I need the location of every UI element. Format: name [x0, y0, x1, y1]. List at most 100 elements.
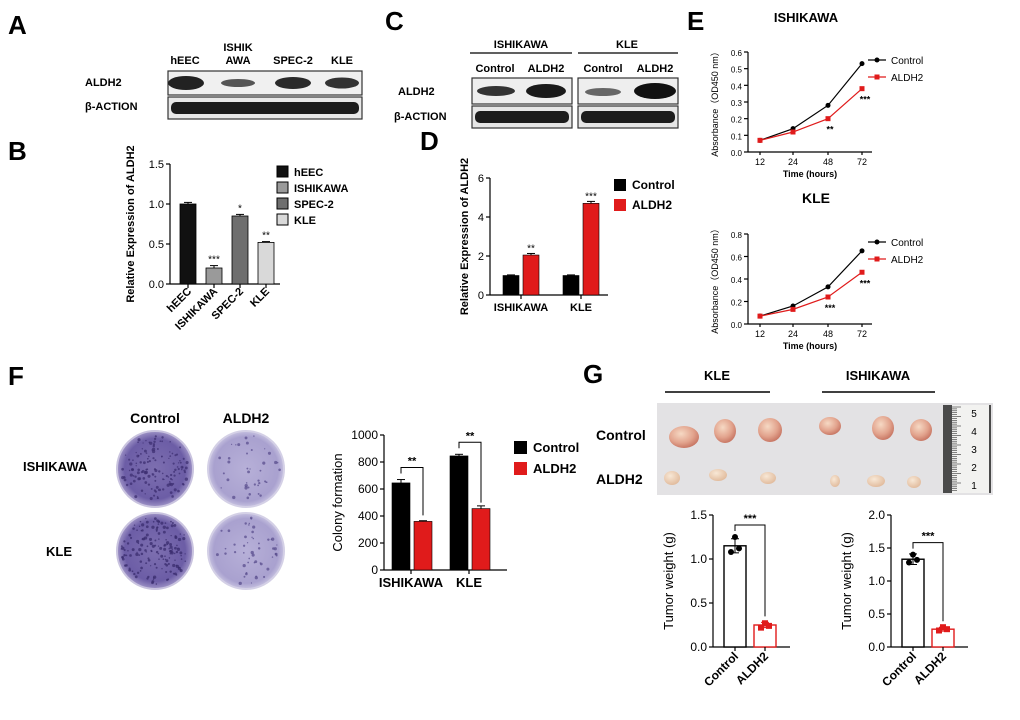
data-point [766, 622, 772, 629]
colony [145, 525, 149, 529]
colony [154, 539, 157, 542]
y-tick-label: 0.3 [731, 99, 743, 108]
colony [139, 570, 142, 572]
tumor [709, 469, 727, 481]
significance-bracket [458, 441, 482, 503]
colony [157, 489, 160, 491]
x-tick-label: 12 [755, 329, 765, 339]
x-tick-label: 24 [788, 157, 798, 167]
colony [172, 462, 175, 465]
colony [177, 489, 180, 493]
colony [252, 537, 255, 540]
colony [146, 545, 149, 548]
row-label-c-beta-action: β-ACTION [394, 111, 447, 123]
colony [262, 461, 266, 465]
colony-plate-ishikawa-aldh2 [207, 430, 285, 508]
colony [153, 437, 157, 441]
colony [147, 575, 150, 579]
colony [244, 522, 247, 525]
colony [166, 541, 170, 545]
colony [179, 569, 183, 573]
colony [257, 479, 260, 482]
colony [171, 452, 174, 455]
colony [180, 554, 182, 557]
band [526, 84, 566, 98]
chart-b: 0.0 0.5 1.0 1.5 Relative Expression of ALDH2… [125, 145, 280, 333]
colony [179, 459, 181, 462]
data-point [825, 294, 831, 300]
data-point [825, 116, 831, 122]
significance-label: *** [208, 255, 220, 266]
band [275, 77, 311, 89]
colony [237, 443, 241, 447]
colony [155, 485, 159, 489]
bar [471, 508, 491, 571]
colony-plate-kle-aldh2 [207, 512, 285, 590]
colony [162, 478, 165, 481]
colony [135, 552, 139, 557]
colony [273, 547, 277, 551]
bar [413, 521, 433, 571]
colony [121, 467, 124, 471]
y-tick-label: 1.0 [868, 574, 885, 588]
colony [168, 557, 171, 559]
colony [179, 551, 183, 555]
y-tick-label: 2 [478, 251, 484, 263]
colony [243, 575, 246, 578]
legend-marker-aldh2 [874, 74, 880, 80]
bar [205, 267, 223, 285]
colony [170, 534, 172, 537]
bar [723, 545, 747, 648]
colony [137, 468, 141, 472]
colony [133, 572, 136, 576]
colony [140, 552, 144, 556]
row-label-c-aldh2: ALDH2 [398, 86, 435, 98]
tumor [669, 426, 699, 448]
colony [267, 538, 270, 541]
colony [270, 537, 275, 541]
legend-label-heec: hEEC [294, 167, 323, 179]
colony [179, 446, 182, 449]
colony [131, 468, 134, 471]
colony [176, 544, 178, 547]
colony [158, 538, 160, 540]
colony [162, 558, 165, 560]
colony [180, 558, 183, 560]
colony-plate-kle-control [116, 512, 194, 590]
colony [222, 472, 225, 475]
legend-label-ishikawa: ISHIKAWA [294, 183, 348, 195]
colony [144, 470, 148, 475]
colony [136, 551, 138, 554]
y-axis-label: Tumor weight (g) [661, 532, 676, 630]
colony [259, 494, 262, 497]
colony [244, 436, 248, 440]
panel-letter-g: G [583, 359, 603, 389]
series-line [759, 88, 863, 141]
colony [144, 549, 147, 552]
colony [167, 476, 170, 478]
colony [227, 456, 231, 460]
y-tick-label: 0.0 [731, 149, 743, 158]
x-tick-label: 48 [823, 329, 833, 339]
colony [144, 493, 146, 495]
colony [245, 441, 249, 445]
colony [151, 544, 155, 548]
colony [164, 522, 167, 524]
colony [120, 548, 122, 550]
colony [166, 526, 169, 530]
lane-label-ishikawa-bottom: AWA [225, 55, 250, 67]
colony [136, 529, 138, 531]
colony [129, 482, 133, 486]
colony [152, 578, 155, 580]
row-label-kle: KLE [46, 544, 72, 559]
data-point [758, 624, 764, 631]
colony [123, 540, 126, 543]
col-label-aldh2: ALDH2 [223, 410, 270, 426]
band [171, 102, 359, 114]
colony [151, 525, 155, 529]
colony [215, 553, 219, 557]
colony [174, 468, 177, 472]
panel-d: D 0 2 4 6 Relative Expression of ALDH2 ISHIKA… [420, 126, 675, 315]
y-tick-label: 0.0 [731, 321, 743, 330]
colony [142, 477, 146, 480]
